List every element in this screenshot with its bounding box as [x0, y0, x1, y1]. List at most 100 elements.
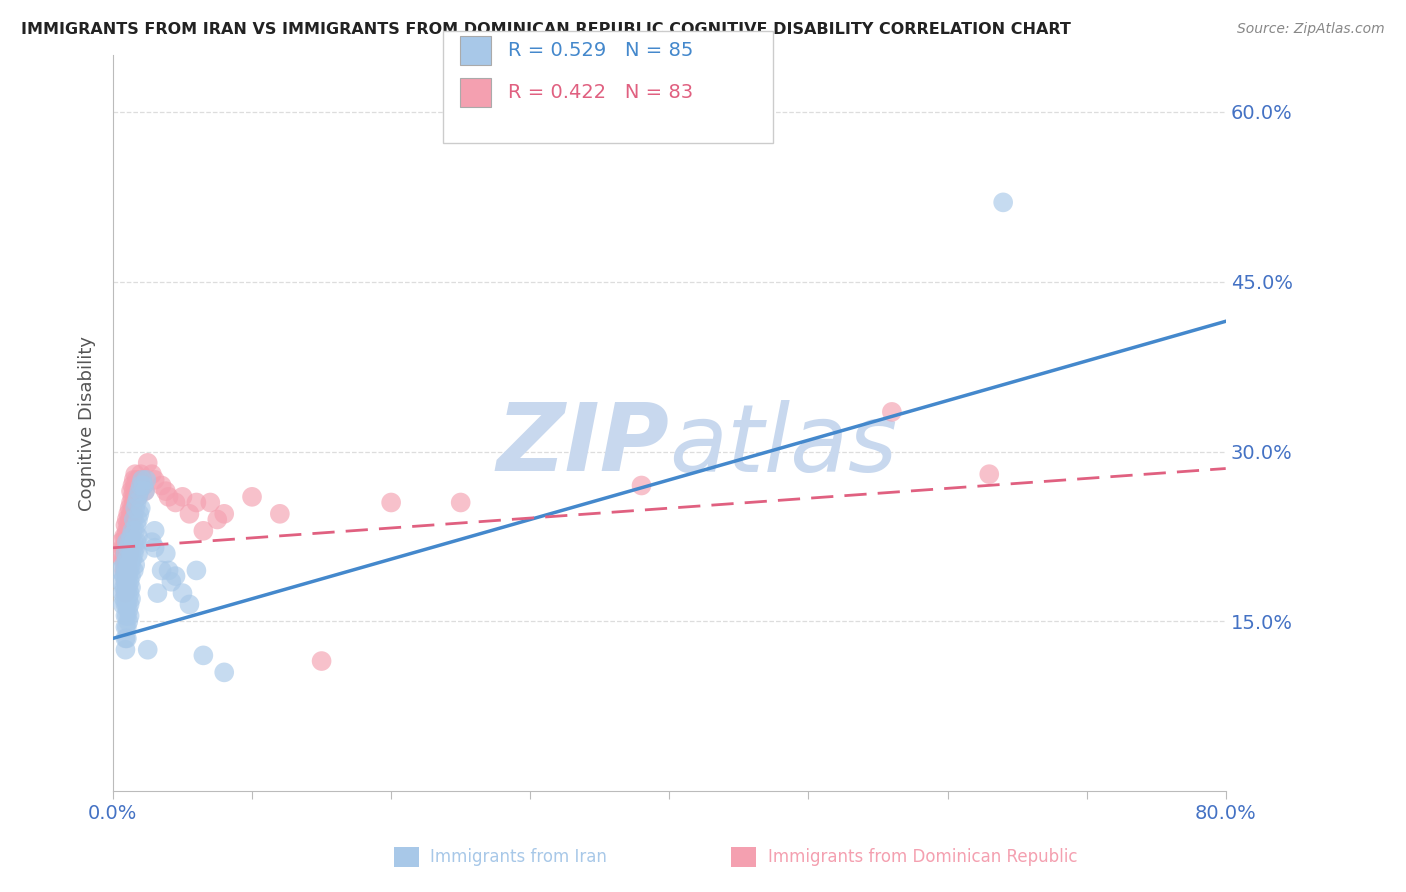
Point: [120, 591, 142, 606]
Point: [125, 495, 148, 509]
Point: [115, 632, 138, 646]
Point: [115, 535, 138, 549]
Point: [118, 501, 141, 516]
Point: [207, 512, 229, 526]
Point: [122, 564, 145, 578]
Point: [110, 574, 132, 589]
Point: [120, 558, 142, 572]
Point: [115, 546, 138, 560]
Point: [155, 484, 177, 499]
Point: [143, 541, 166, 555]
Point: [117, 552, 139, 566]
Point: [200, 495, 222, 509]
Text: R = 0.529   N = 85: R = 0.529 N = 85: [508, 41, 693, 60]
Point: [124, 501, 146, 516]
Point: [114, 586, 136, 600]
Point: [124, 467, 146, 482]
Point: [117, 564, 139, 578]
Point: [120, 484, 142, 499]
Point: [118, 574, 141, 589]
Text: Immigrants from Iran: Immigrants from Iran: [430, 848, 607, 866]
Point: [114, 518, 136, 533]
Point: [112, 591, 135, 606]
Point: [114, 552, 136, 566]
Point: [115, 512, 138, 526]
Point: [111, 586, 134, 600]
Point: [120, 569, 142, 583]
Point: [117, 518, 139, 533]
Point: [108, 564, 131, 578]
Point: [121, 524, 143, 538]
Point: [132, 478, 155, 492]
Point: [114, 598, 136, 612]
Point: [117, 541, 139, 555]
Point: [114, 632, 136, 646]
Point: [146, 586, 169, 600]
Point: [150, 564, 173, 578]
Point: [122, 546, 145, 560]
Point: [240, 490, 263, 504]
Point: [124, 524, 146, 538]
Point: [114, 586, 136, 600]
Point: [121, 501, 143, 516]
Point: [269, 507, 291, 521]
Point: [172, 490, 194, 504]
Point: [114, 541, 136, 555]
Point: [117, 615, 139, 629]
Point: [125, 518, 148, 533]
Point: [150, 478, 173, 492]
Point: [115, 535, 138, 549]
Point: [143, 473, 166, 487]
Point: [120, 581, 142, 595]
Point: [135, 473, 157, 487]
Point: [141, 535, 163, 549]
Point: [115, 552, 138, 566]
Point: [134, 484, 156, 499]
Point: [179, 598, 201, 612]
Point: [157, 490, 180, 504]
Point: [186, 564, 208, 578]
Point: [122, 535, 145, 549]
Point: [118, 586, 141, 600]
Point: [114, 546, 136, 560]
Point: [120, 529, 142, 543]
Point: [117, 541, 139, 555]
Point: [114, 620, 136, 634]
Text: ZIP: ZIP: [496, 400, 669, 491]
Point: [186, 495, 208, 509]
Point: [128, 473, 150, 487]
Point: [193, 524, 215, 538]
Point: [125, 535, 148, 549]
Point: [115, 586, 138, 600]
Point: [125, 484, 148, 499]
Point: [129, 467, 152, 482]
Point: [111, 598, 134, 612]
Point: [121, 541, 143, 555]
Text: IMMIGRANTS FROM IRAN VS IMMIGRANTS FROM DOMINICAN REPUBLIC COGNITIVE DISABILITY : IMMIGRANTS FROM IRAN VS IMMIGRANTS FROM …: [21, 22, 1071, 37]
Point: [118, 512, 141, 526]
Point: [122, 507, 145, 521]
Point: [118, 564, 141, 578]
Point: [124, 490, 146, 504]
Point: [118, 535, 141, 549]
Point: [212, 507, 235, 521]
Point: [311, 654, 333, 668]
Point: [141, 467, 163, 482]
Point: [128, 507, 150, 521]
Point: [117, 507, 139, 521]
Point: [117, 603, 139, 617]
Point: [117, 591, 139, 606]
Point: [157, 564, 180, 578]
Point: [110, 535, 132, 549]
Point: [115, 620, 138, 634]
Point: [111, 552, 134, 566]
Point: [117, 581, 139, 595]
Point: [122, 473, 145, 487]
Point: [136, 642, 159, 657]
Point: [380, 495, 402, 509]
Point: [143, 524, 166, 538]
Point: [165, 569, 187, 583]
Point: [127, 529, 149, 543]
Point: [117, 569, 139, 583]
Point: [124, 478, 146, 492]
